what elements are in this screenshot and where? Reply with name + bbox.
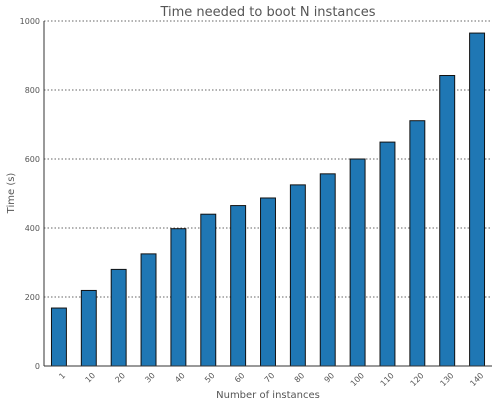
x-tick-label: 120 [409,371,426,388]
x-axis-label: Number of instances [216,390,320,401]
bar [80,289,97,367]
bar [170,228,187,367]
bars [50,32,486,367]
chart-title: Time needed to boot N instances [159,5,375,20]
y-tick-label: 1000 [20,17,40,26]
x-tick-label: 80 [293,371,307,385]
y-axis-label: Time (s) [6,173,17,215]
x-tick-label: 20 [113,371,127,385]
y-tick-label: 600 [25,155,40,164]
x-tick-labels: 1 10 20 30 40 50 60 70 80 90 100 110 120 130 140 [57,371,485,388]
x-tick-label: 70 [263,371,277,385]
x-tick-label: 140 [468,371,485,388]
bar [439,75,456,367]
x-tick-label: 90 [323,371,337,385]
y-tick-label: 0 [35,362,40,371]
x-tick-label: 50 [203,371,217,385]
x-tick-label: 10 [84,371,98,385]
x-tick-label: 110 [379,371,396,388]
bar [230,205,247,367]
bar [289,184,306,367]
x-tick-label: 40 [173,371,187,385]
bar [260,197,276,367]
bar [379,141,396,367]
bar [110,268,127,367]
bar [319,173,336,367]
y-tick-label: 800 [25,86,40,95]
x-tick-label: 100 [349,371,366,388]
x-tick-label: 60 [233,371,247,385]
bar [200,213,217,367]
x-tick-label: 30 [143,371,157,385]
x-tick-label: 130 [438,371,455,388]
y-tick-label: 400 [25,224,40,233]
bar [140,253,157,367]
bar [50,307,67,367]
bar [349,158,366,367]
y-tick-label: 200 [25,293,40,302]
y-tick-labels: 0 200 400 600 800 1000 [20,17,40,371]
bar [469,32,486,367]
bar [409,120,426,367]
x-tick-label: 1 [57,371,67,381]
